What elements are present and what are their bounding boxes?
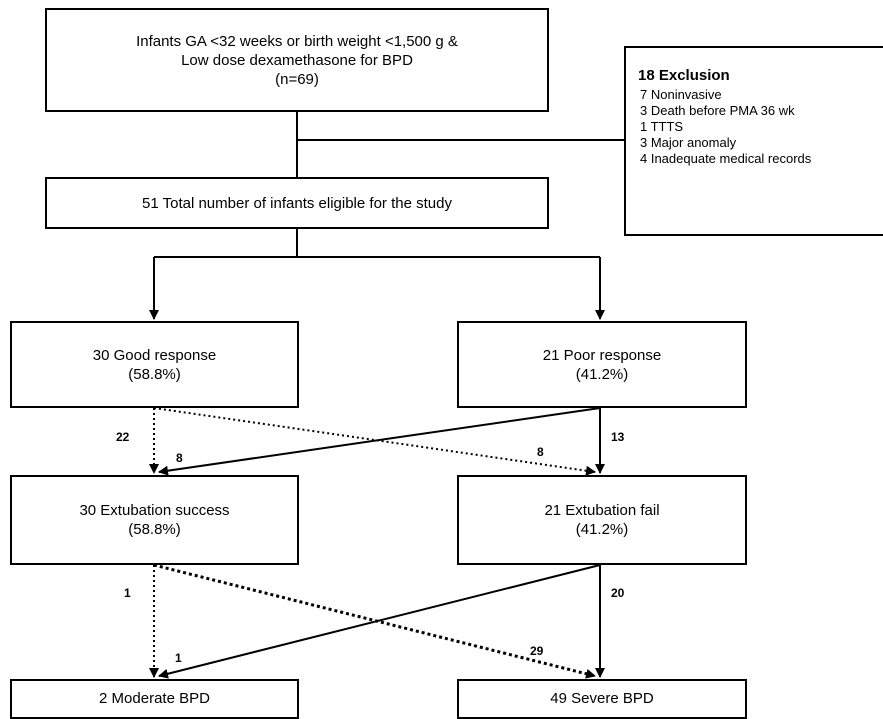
poor-response-label: 21 Poor response bbox=[542, 346, 662, 364]
flow-label-good-to-fail: 8 bbox=[537, 445, 544, 459]
good-response-percent: (58.8%) bbox=[128, 365, 181, 383]
arrow-success-to-severe bbox=[153, 563, 596, 679]
arrow-poor-to-success bbox=[158, 407, 601, 476]
exclusion-title: 18 Exclusion bbox=[638, 67, 730, 84]
exclusion-item: 7 Noninvasive bbox=[640, 87, 722, 102]
poor-response-box: 21 Poor response (41.2%) bbox=[457, 321, 747, 408]
source-line-1: Infants GA <32 weeks or birth weight <1,… bbox=[136, 32, 458, 50]
source-population-box: Infants GA <32 weeks or birth weight <1,… bbox=[45, 8, 549, 112]
flow-label-good-to-success: 22 bbox=[116, 430, 130, 444]
good-response-label: 30 Good response bbox=[92, 346, 217, 364]
flow-label-poor-to-success: 8 bbox=[176, 451, 183, 465]
exclusion-item: 4 Inadequate medical records bbox=[640, 151, 812, 166]
extubation-fail-percent: (41.2%) bbox=[575, 521, 629, 538]
source-line-3: (n=69) bbox=[275, 70, 319, 88]
poor-response-percent: (41.2%) bbox=[575, 365, 629, 383]
exclusion-item: 1 TTTS bbox=[640, 119, 684, 134]
arrow-fail-to-moderate bbox=[158, 564, 601, 679]
arrow-good-to-fail bbox=[153, 407, 596, 476]
flow-label-fail-to-severe: 20 bbox=[611, 586, 625, 600]
exclusion-box: 18 Exclusion 7 Noninvasive 3 Death befor… bbox=[624, 46, 883, 236]
flow-label-poor-to-fail: 13 bbox=[611, 430, 625, 444]
source-line-2: Low dose dexamethasone for BPD bbox=[181, 51, 413, 69]
flow-label-fail-to-moderate: 1 bbox=[175, 651, 182, 665]
extubation-success-percent: (58.8%) bbox=[128, 521, 181, 538]
eligible-infants-box: 51 Total number of infants eligible for … bbox=[45, 177, 549, 229]
extubation-success-box: 30 Extubation success (58.8%) bbox=[10, 475, 299, 565]
flow-label-success-to-moderate: 1 bbox=[124, 586, 131, 600]
extubation-fail-box: 21 Extubation fail (41.2%) bbox=[457, 475, 747, 565]
flow-label-success-to-severe: 29 bbox=[530, 644, 544, 658]
exclusion-item: 3 Death before PMA 36 wk bbox=[640, 103, 795, 118]
good-response-box: 30 Good response (58.8%) bbox=[10, 321, 299, 408]
flow-connectors bbox=[149, 112, 626, 679]
extubation-success-label: 30 Extubation success bbox=[79, 502, 230, 519]
eligible-text: 51 Total number of infants eligible for … bbox=[142, 194, 452, 212]
exclusion-item: 3 Major anomaly bbox=[640, 135, 737, 150]
severe-bpd-box: 49 Severe BPD bbox=[457, 679, 747, 719]
extubation-fail-label: 21 Extubation fail bbox=[544, 502, 660, 519]
moderate-bpd-box: 2 Moderate BPD bbox=[10, 679, 299, 719]
